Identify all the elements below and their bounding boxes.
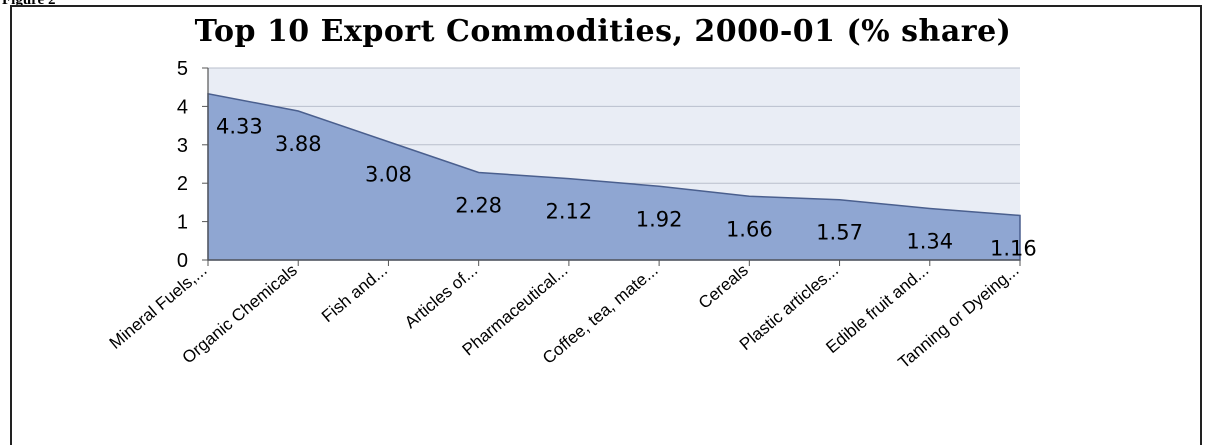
area-chart: 0 1 2 3 4 5 Mineral Fuels,...Organic Chemical… <box>106 58 1037 373</box>
area-series <box>207 92 1021 261</box>
data-label: 2.28 <box>455 193 502 217</box>
data-label: 3.08 <box>365 163 412 187</box>
data-label: 1.92 <box>636 207 683 231</box>
data-label: 1.57 <box>816 221 863 245</box>
y-tick-label: 5 <box>177 58 188 80</box>
y-tick-labels: 0 1 2 3 4 5 <box>177 58 188 272</box>
y-tick-label: 3 <box>177 135 188 157</box>
data-label: 1.66 <box>726 217 773 241</box>
y-tick-label: 4 <box>177 96 188 118</box>
data-label: 3.88 <box>275 132 322 156</box>
data-label: 4.33 <box>216 115 263 139</box>
axes <box>202 67 1021 266</box>
x-tick-label: Articles of... <box>401 261 481 333</box>
y-tick-label: 1 <box>177 212 188 234</box>
figure-label: Figure 2 <box>2 0 56 8</box>
data-labels: 4.33 3.88 3.08 2.28 2.12 1.92 1.66 1.57 1.34 1.16 <box>216 115 1037 261</box>
figure-frame <box>10 5 1202 445</box>
data-label: 1.16 <box>990 236 1037 260</box>
x-tick-label: Fish and... <box>318 261 391 327</box>
data-label: 1.34 <box>906 230 953 254</box>
y-tick-label: 0 <box>177 250 188 272</box>
x-tick-label: Cereals <box>695 261 752 313</box>
chart-title: Top 10 Export Commodities, 2000-01 (% sh… <box>194 14 1012 49</box>
x-tick-labels: Mineral Fuels,...Organic Chemicals Fish a… <box>106 261 1023 373</box>
data-label: 2.12 <box>546 200 593 224</box>
y-tick-label: 2 <box>177 173 188 195</box>
